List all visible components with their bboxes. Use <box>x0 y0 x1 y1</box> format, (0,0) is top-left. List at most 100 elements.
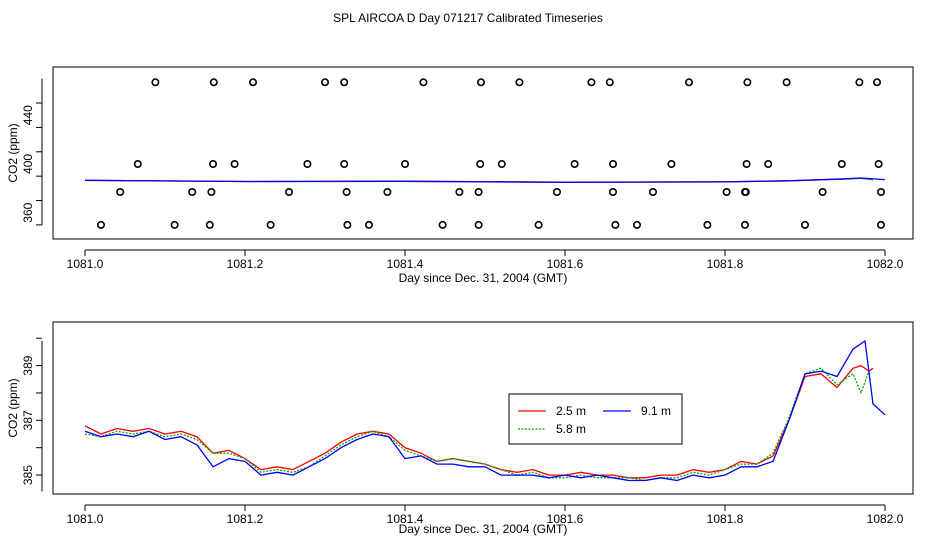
calibration-point <box>632 220 641 229</box>
calibration-point <box>876 188 885 197</box>
calibration-point <box>438 220 447 229</box>
calibration-point <box>552 188 561 197</box>
y-tick-label: 360 <box>21 202 35 222</box>
calibration-point <box>742 160 751 169</box>
calibration-point <box>722 188 731 197</box>
calibration-point <box>570 160 579 169</box>
calibration-point <box>741 188 750 197</box>
y-tick-label: 440 <box>21 105 35 125</box>
y-tick-label: 385 <box>21 465 35 485</box>
calibration-point <box>455 188 464 197</box>
calibration-point <box>782 78 791 87</box>
calibration-point <box>855 78 864 87</box>
calibration-point <box>188 188 197 197</box>
legend-label-2-5m: 2.5 m <box>556 404 586 418</box>
calibration-point <box>608 188 617 197</box>
plot-frame <box>52 321 914 495</box>
calibration-point <box>740 220 749 229</box>
calibration-point <box>818 188 827 197</box>
calibration-point <box>303 160 312 169</box>
calibration-point <box>800 220 809 229</box>
legend-label-5-8m: 5.8 m <box>556 422 586 436</box>
y-axis-label: CO2 (ppm) <box>6 378 20 437</box>
calibration-point <box>284 188 293 197</box>
x-tick-label: 1082.0 <box>867 257 904 271</box>
calibration-point <box>476 160 485 169</box>
calibration-point <box>343 220 352 229</box>
x-tick-label: 1081.2 <box>227 257 264 271</box>
calibration-point <box>611 220 620 229</box>
legend: 2.5 m 5.8 m 9.1 m <box>508 393 683 445</box>
calibration-point <box>703 220 712 229</box>
calibration-point <box>364 220 373 229</box>
legend-label-9-1m: 9.1 m <box>641 404 671 418</box>
calibration-point <box>474 220 483 229</box>
calibration-point <box>648 188 657 197</box>
calibration-point <box>419 78 428 87</box>
calibration-point <box>207 188 216 197</box>
x-axis-label: Day since Dec. 31, 2004 (GMT) <box>399 522 568 536</box>
calibration-point <box>249 78 258 87</box>
calibration-point <box>474 188 483 197</box>
y-tick-label: 400 <box>21 154 35 174</box>
figure-title: SPL AIRCOA D Day 071217 Calibrated Times… <box>333 11 603 25</box>
y-axis-ticks: 360 400 440 <box>21 78 43 226</box>
calibration-point <box>497 160 506 169</box>
x-tick-label: 1081.4 <box>387 512 424 526</box>
calibration-point <box>608 160 617 169</box>
series-lines <box>84 177 886 183</box>
calibration-point <box>837 160 846 169</box>
calibration-point <box>230 160 239 169</box>
calibration-point <box>205 220 214 229</box>
calibration-point <box>340 160 349 169</box>
calibration-point <box>383 188 392 197</box>
x-tick-label: 1082.0 <box>867 512 904 526</box>
calibration-point <box>133 160 142 169</box>
series-line-9-1-m <box>84 177 886 183</box>
calibration-point <box>587 78 596 87</box>
calibration-point <box>170 220 179 229</box>
x-axis-ticks: 1081.0 1081.2 1081.4 1081.6 1081.8 1082.0 <box>67 504 904 526</box>
legend-box <box>508 393 683 445</box>
x-tick-label: 1081.8 <box>707 257 744 271</box>
x-tick-label: 1081.4 <box>387 257 424 271</box>
series-line-5-8-m <box>84 367 870 482</box>
x-tick-label: 1081.0 <box>67 257 104 271</box>
calibration-point <box>667 160 676 169</box>
calibration-point <box>534 220 543 229</box>
y-tick-label: 387 <box>21 410 35 430</box>
calibration-point <box>340 78 349 87</box>
calibration-markers <box>97 78 885 229</box>
series-line-9-1-m <box>84 340 886 482</box>
series-line-2-5-m <box>84 364 874 479</box>
calibration-point <box>874 160 883 169</box>
calibration-point <box>266 220 275 229</box>
calibration-point <box>209 78 218 87</box>
calibration-point <box>209 160 218 169</box>
y-axis-ticks: 385 387 389 <box>21 337 43 492</box>
calibration-point <box>764 160 773 169</box>
calibration-point <box>872 78 881 87</box>
x-tick-label: 1081.2 <box>227 512 264 526</box>
y-axis-label: CO2 (ppm) <box>6 123 20 182</box>
calibration-point <box>476 78 485 87</box>
calibration-point <box>320 78 329 87</box>
calibration-point <box>400 160 409 169</box>
calibration-point <box>876 220 885 229</box>
calibration-point <box>116 188 125 197</box>
calibration-point <box>684 78 693 87</box>
calibration-point <box>743 78 752 87</box>
panel-height-timeseries: Day since Dec. 31, 2004 (GMT) CO2 (ppm) … <box>6 321 914 536</box>
panel-calibration-scatter: Day since Dec. 31, 2004 (GMT) CO2 (ppm) … <box>6 66 914 285</box>
calibration-point <box>515 78 524 87</box>
calibration-point <box>97 220 106 229</box>
x-tick-label: 1081.6 <box>547 257 584 271</box>
calibration-point <box>151 78 160 87</box>
calibration-point <box>342 188 351 197</box>
series-lines <box>84 340 886 482</box>
x-axis-label: Day since Dec. 31, 2004 (GMT) <box>399 271 568 285</box>
x-tick-label: 1081.0 <box>67 512 104 526</box>
y-tick-label: 389 <box>21 355 35 375</box>
calibration-point <box>605 78 614 87</box>
